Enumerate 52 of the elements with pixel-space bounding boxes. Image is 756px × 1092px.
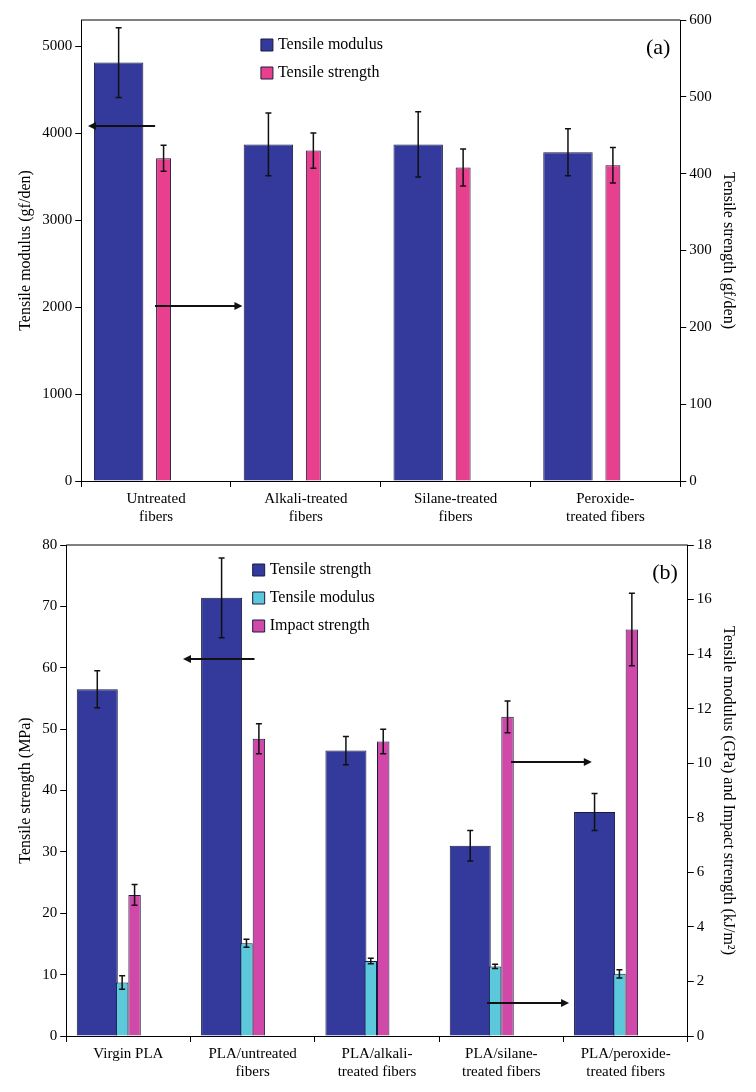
y-axis-title: Tensile strength (MPa) xyxy=(15,717,34,864)
x-tick-label: Untreated fibers xyxy=(126,489,187,524)
legend-label: Tensile strength xyxy=(269,560,372,579)
y2-tick-label: 200 xyxy=(689,318,712,335)
y-tick-label: 0 xyxy=(49,1026,58,1043)
y-tick-label: 5000 xyxy=(42,37,73,54)
y-tick-label: 10 xyxy=(42,965,58,982)
y2-axis-title: Tensile modulus (GPa) and Impact strength (kJ/m²) xyxy=(720,626,739,955)
y2-tick-label: 4 xyxy=(696,917,705,934)
y-tick-label: 1000 xyxy=(42,384,73,401)
y2-tick-label: 0 xyxy=(689,471,697,488)
y-tick-label: 20 xyxy=(42,904,58,921)
y2-tick-label: 400 xyxy=(689,164,712,181)
y-tick-label: 40 xyxy=(42,781,58,798)
x-tick-label: Alkali-treated fibers xyxy=(264,489,349,524)
y2-tick-label: 2 xyxy=(696,972,705,989)
legend-label: Tensile strength xyxy=(277,63,380,82)
y2-tick-label: 8 xyxy=(696,808,705,825)
y-axis-title: Tensile modulus (gf/den) xyxy=(15,170,34,331)
y2-tick-label: 300 xyxy=(689,241,712,258)
y2-tick-label: 10 xyxy=(696,754,712,771)
y2-tick-label: 14 xyxy=(696,645,713,662)
x-tick-label: PLA/silane-treated fibers xyxy=(461,1044,541,1079)
y2-tick-label: 16 xyxy=(696,590,713,607)
y2-tick-label: 0 xyxy=(696,1026,705,1043)
x-tick-label: Virgin PLA xyxy=(93,1044,164,1061)
x-tick-label: PLA/peroxide-treated fibers xyxy=(580,1044,671,1079)
legend-label: Tensile modulus xyxy=(269,588,375,606)
x-tick-label: Peroxide-treated fibers xyxy=(566,489,645,524)
x-tick-label: PLA/alkali-treated fibers xyxy=(337,1044,417,1079)
y-tick-label: 70 xyxy=(42,597,58,614)
x-tick-label: Silane-treated fibers xyxy=(413,489,498,524)
y-tick-label: 80 xyxy=(42,535,58,552)
y2-tick-label: 6 xyxy=(696,863,705,880)
annotation: (a) xyxy=(645,33,671,59)
y2-tick-label: 500 xyxy=(689,87,712,104)
y-tick-label: 4000 xyxy=(42,124,73,141)
legend-label: Impact strength xyxy=(269,616,370,635)
y2-tick-label: 12 xyxy=(696,699,712,716)
y-tick-label: 2000 xyxy=(42,297,73,314)
y2-tick-label: 100 xyxy=(689,395,712,412)
y2-tick-label: 18 xyxy=(696,535,712,552)
y-tick-label: 30 xyxy=(42,842,58,859)
y-tick-label: 50 xyxy=(42,720,58,737)
y-tick-label: 0 xyxy=(64,471,73,488)
y2-tick-label: 600 xyxy=(689,10,712,27)
legend-label: Tensile modulus xyxy=(277,35,384,53)
annotation: (b) xyxy=(652,558,678,584)
y-tick-label: 60 xyxy=(42,658,58,675)
y-tick-label: 3000 xyxy=(42,210,73,227)
x-tick-label: PLA/untreated fibers xyxy=(208,1044,298,1079)
y2-axis-title: Tensile strength (gf/den) xyxy=(720,171,739,330)
